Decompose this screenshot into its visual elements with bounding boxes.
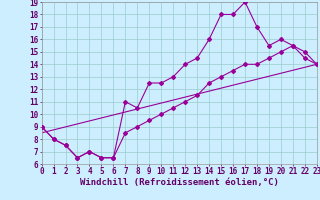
X-axis label: Windchill (Refroidissement éolien,°C): Windchill (Refroidissement éolien,°C) <box>80 178 279 187</box>
